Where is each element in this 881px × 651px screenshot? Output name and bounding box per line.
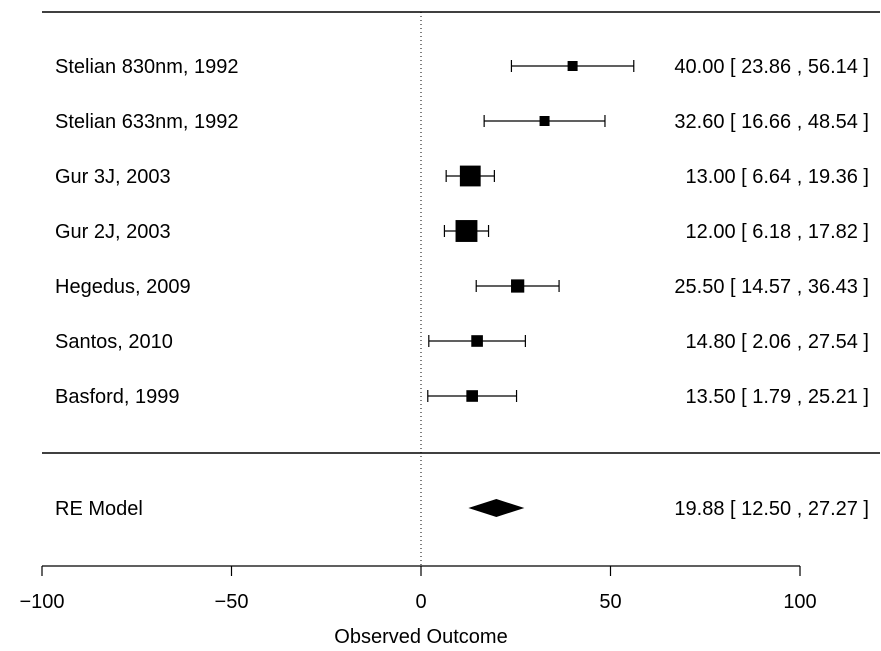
study-point-estimate (455, 220, 478, 242)
study-ci-value: 13.00 [ 6.64 , 19.36 ] (686, 166, 869, 188)
study-label: Hegedus, 2009 (55, 276, 191, 298)
study-ci-value: 40.00 [ 23.86 , 56.14 ] (674, 56, 869, 78)
x-axis-label: Observed Outcome (334, 626, 507, 648)
study-row: Basford, 1999 13.50 [ 1.79 , 25.21 ] (55, 386, 869, 408)
study-point-estimate (539, 116, 550, 126)
study-point-estimate (511, 279, 525, 293)
study-row: Gur 2J, 2003 12.00 [ 6.18 , 17.82 ] (55, 220, 869, 243)
study-row: Gur 3J, 2003 13.00 [ 6.64 , 19.36 ] (55, 165, 869, 188)
study-label: Santos, 2010 (55, 331, 173, 353)
study-row: Santos, 2010 14.80 [ 2.06 , 27.54 ] (55, 331, 869, 353)
study-row: Stelian 633nm, 1992 32.60 [ 16.66 , 48.54… (55, 111, 869, 133)
study-ci-value: 12.00 [ 6.18 , 17.82 ] (686, 221, 869, 243)
summary-diamond (468, 499, 525, 517)
study-row: Stelian 830nm, 1992 40.00 [ 23.86 , 56.14… (55, 56, 869, 78)
study-point-estimate (466, 390, 478, 402)
x-axis-tick-label: 0 (415, 591, 426, 613)
study-label: Stelian 830nm, 1992 (55, 56, 238, 78)
x-axis-tick-label: −100 (19, 591, 64, 613)
study-label: Basford, 1999 (55, 386, 180, 408)
x-axis-tick-label: 50 (599, 591, 621, 613)
x-axis: −100 −50 0 50 100 (19, 565, 817, 613)
x-axis-tick-label: 100 (783, 591, 816, 613)
x-axis-tick-label: −50 (215, 591, 249, 613)
study-point-estimate (567, 61, 578, 71)
study-row: Hegedus, 2009 25.50 [ 14.57 , 36.43 ] (55, 276, 869, 298)
summary-row: RE Model 19.88 [ 12.50 , 27.27 ] (55, 498, 869, 520)
study-label: Stelian 633nm, 1992 (55, 111, 238, 133)
summary-label: RE Model (55, 498, 143, 520)
study-label: Gur 3J, 2003 (55, 166, 171, 188)
study-ci-value: 13.50 [ 1.79 , 25.21 ] (686, 386, 869, 408)
study-ci-value: 32.60 [ 16.66 , 48.54 ] (674, 111, 869, 133)
study-ci-value: 25.50 [ 14.57 , 36.43 ] (674, 276, 869, 298)
study-rows: Stelian 830nm, 1992 40.00 [ 23.86 , 56.14… (55, 56, 869, 408)
study-point-estimate (471, 335, 483, 347)
study-ci-value: 14.80 [ 2.06 , 27.54 ] (686, 331, 869, 353)
study-point-estimate (459, 165, 481, 187)
summary-ci-value: 19.88 [ 12.50 , 27.27 ] (674, 498, 869, 520)
study-label: Gur 2J, 2003 (55, 221, 171, 243)
